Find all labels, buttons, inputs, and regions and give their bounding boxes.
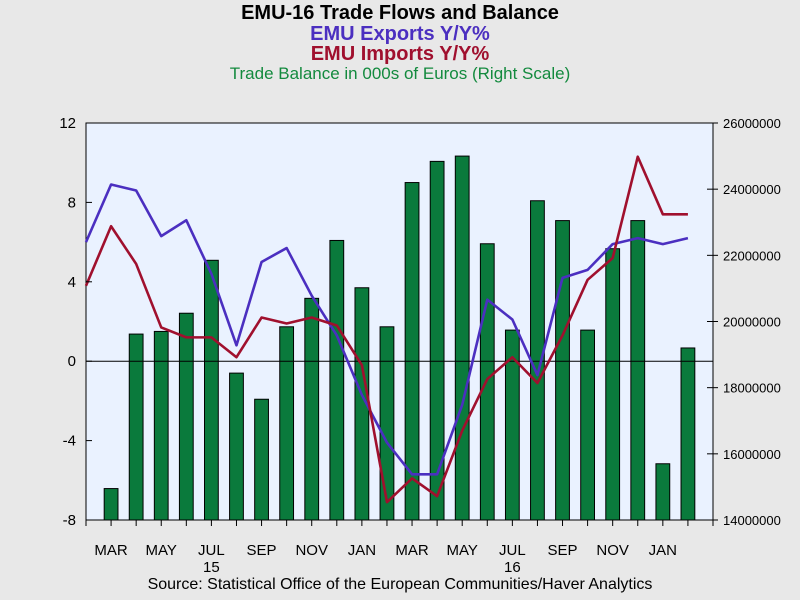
balance-bar [204,259,219,521]
balance-bar [128,333,144,521]
balance-bar [229,372,244,521]
balance-bar [304,297,320,521]
left-tick-label: 8 [68,194,76,211]
x-tick-label: JUL [198,542,225,559]
balance-bar [379,326,395,521]
right-tick-label: 16000000 [723,447,781,462]
balance-bar [254,398,269,521]
x-tick-label: NOV [295,542,328,559]
chart-title: EMU-16 Trade Flows and Balance [241,2,559,24]
x-tick-label: JAN [348,542,376,559]
balance-bar [655,463,671,521]
x-tick-label: MAR [395,542,429,559]
left-tick-label: -4 [63,433,76,450]
x-tick-label: JAN [649,542,677,559]
chart-subtitle-exports: EMU Exports Y/Y% [310,23,490,45]
x-tick-label: MAY [446,542,477,559]
x-year-label: 15 [203,559,220,576]
x-tick-label: SEP [247,542,277,559]
x-tick-label: JUL [499,542,526,559]
right-tick-label: 14000000 [723,513,781,528]
balance-bar [454,155,470,521]
balance-bar [178,312,194,521]
balance-bar [605,248,621,521]
balance-bar [680,347,696,521]
right-tick-label: 18000000 [723,381,781,396]
right-tick-label: 26000000 [723,116,781,131]
left-tick-label: 12 [59,115,76,132]
left-tick-label: 0 [68,353,76,370]
exports-line [84,183,689,476]
left-tick-label: 4 [68,274,76,291]
x-year-label: 16 [504,559,521,576]
x-tick-label: MAR [94,542,128,559]
x-tick-label: SEP [548,542,578,559]
chart-titles: EMU-16 Trade Flows and Balance EMU Expor… [0,2,800,84]
balance-bar [153,330,169,521]
chart-source: Source: Statistical Office of the Europe… [147,576,653,593]
balance-bar [279,326,295,521]
x-tick-label: MAY [146,542,177,559]
balance-bar [329,239,345,521]
right-tick-label: 24000000 [723,182,781,197]
right-tick-label: 22000000 [723,248,781,263]
balance-bar [580,329,595,521]
chart-subtitle-balance: Trade Balance in 000s of Euros (Right Sc… [229,64,571,83]
balance-bar [630,220,646,521]
balance-bar [103,488,119,521]
balance-bar [429,160,445,521]
left-tick-label: -8 [63,512,76,529]
x-tick-label: NOV [596,542,629,559]
balance-bar [555,220,570,521]
chart-subtitle-imports: EMU Imports Y/Y% [310,43,490,65]
right-tick-label: 20000000 [723,315,781,330]
imports-line [84,155,688,504]
